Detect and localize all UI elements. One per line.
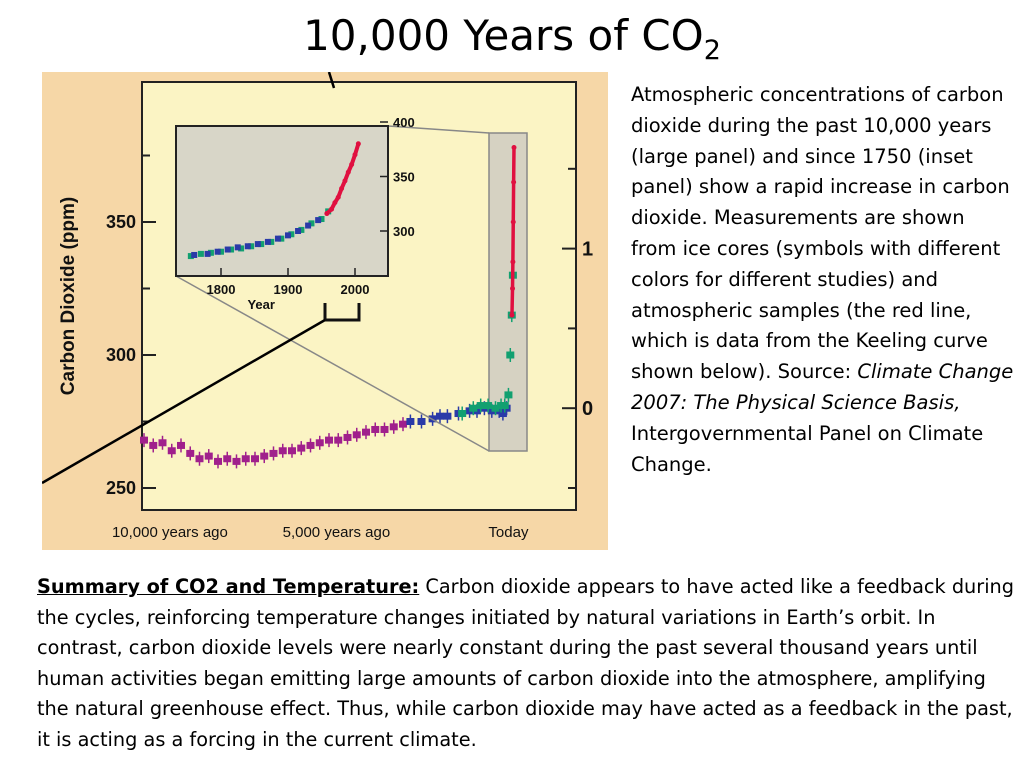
- data-point: [511, 179, 517, 185]
- right-tick-label: 1: [582, 239, 593, 261]
- inset-data-point: [324, 211, 330, 217]
- figure-caption: Atmospheric concentrations of carbon dio…: [631, 80, 1016, 480]
- data-point: [511, 145, 517, 151]
- data-point: [510, 219, 516, 225]
- caption-source-title: Climate Change 2007: The Physical Scienc…: [631, 360, 1014, 414]
- inset-data-point: [234, 244, 241, 251]
- caption-source-org: Intergovernmental Panel on Climate Chang…: [631, 421, 984, 476]
- caption-text: Atmospheric concentrations of carbon dio…: [631, 83, 1010, 384]
- inset-atmospheric-line: [325, 143, 361, 216]
- y-tick-label: 250: [106, 478, 136, 498]
- inset-data-point: [258, 241, 265, 248]
- inset-data-point: [352, 152, 358, 158]
- inset-data-point: [329, 206, 335, 212]
- x-tick-label: Today: [488, 524, 529, 541]
- inset-data-point: [318, 216, 325, 223]
- inset-data-point: [335, 194, 341, 200]
- inset-data-point: [342, 178, 348, 184]
- slide-title: 10,000 Years of CO2: [303, 11, 721, 66]
- caption-source-label: Source:: [777, 360, 858, 384]
- inset-x-axis-label: Year: [247, 297, 274, 312]
- inset-data-point: [187, 253, 194, 260]
- right-tick-label: 0: [582, 398, 593, 420]
- summary-paragraph: Summary of CO2 and Temperature: Carbon d…: [37, 572, 1017, 756]
- inset-data-point: [204, 250, 211, 257]
- inset-data-point: [355, 141, 361, 147]
- inset-data-point: [305, 222, 312, 229]
- inset-data-point: [308, 220, 315, 227]
- inset-data-point: [298, 226, 305, 233]
- annotation-line: [42, 318, 326, 485]
- x-tick-label: 5,000 years ago: [283, 524, 391, 541]
- inset-connector: [387, 125, 490, 134]
- inset-data-point: [315, 217, 322, 224]
- series-group: [140, 417, 407, 469]
- inset-data-point: [285, 232, 291, 239]
- x-tick-label: 10,000 years ago: [112, 524, 228, 541]
- inset-data-point: [214, 248, 221, 255]
- inset-data-point: [197, 250, 204, 257]
- inset-x-tick-label: 1800: [207, 282, 236, 297]
- data-point: [509, 312, 515, 318]
- inset-series-group: [191, 217, 322, 258]
- co2-figure: 250 300 350 0 1 10,000 years ago 5,000 years a…: [42, 72, 608, 550]
- inset-data-point: [274, 235, 281, 242]
- inset-data-point: [332, 200, 338, 206]
- inset-y-tick-label: 400: [393, 115, 415, 130]
- y-tick-label: 300: [106, 345, 136, 365]
- inset-series-group: [324, 141, 361, 217]
- inset-data-point: [268, 238, 275, 245]
- series-group: [509, 145, 517, 318]
- data-point: [510, 286, 516, 291]
- co2-chart: 250 300 350 0 1 10,000 years ago 5,000 years a…: [42, 72, 608, 550]
- atmospheric-line: [510, 147, 516, 316]
- inset-data-point: [278, 235, 285, 242]
- inset-data-point: [264, 238, 271, 245]
- inset-data-point: [207, 249, 214, 256]
- inset-data-point: [224, 246, 231, 253]
- inset-data-point: [339, 185, 345, 191]
- inset-data-point: [349, 162, 355, 168]
- inset-y-tick-label: 300: [393, 224, 415, 239]
- summary-text: Carbon dioxide appears to have acted lik…: [37, 575, 1015, 751]
- summary-lead: Summary of CO2 and Temperature:: [37, 575, 420, 598]
- inset-data-point: [248, 243, 255, 250]
- inset-data-point: [238, 245, 245, 252]
- inset-data-point: [244, 243, 251, 250]
- y-axis-label: Carbon Dioxide (ppm): [58, 197, 79, 395]
- inset-connector: [175, 275, 490, 452]
- inset-data-point: [218, 248, 224, 255]
- inset-y-tick-label: 350: [393, 170, 415, 185]
- y-tick-label: 350: [106, 212, 136, 232]
- data-point: [510, 259, 516, 265]
- inset-bracket: [323, 303, 361, 322]
- annotation-line: [327, 72, 336, 89]
- inset-x-tick-label: 2000: [341, 282, 370, 297]
- inset-data-point: [295, 228, 302, 234]
- inset-data-point: [254, 241, 261, 248]
- inset-data-point: [288, 231, 295, 238]
- inset-x-tick-label: 1900: [274, 282, 303, 297]
- inset-data-point: [228, 246, 235, 253]
- inset-data-point: [191, 251, 198, 258]
- inset-data-point: [345, 169, 351, 175]
